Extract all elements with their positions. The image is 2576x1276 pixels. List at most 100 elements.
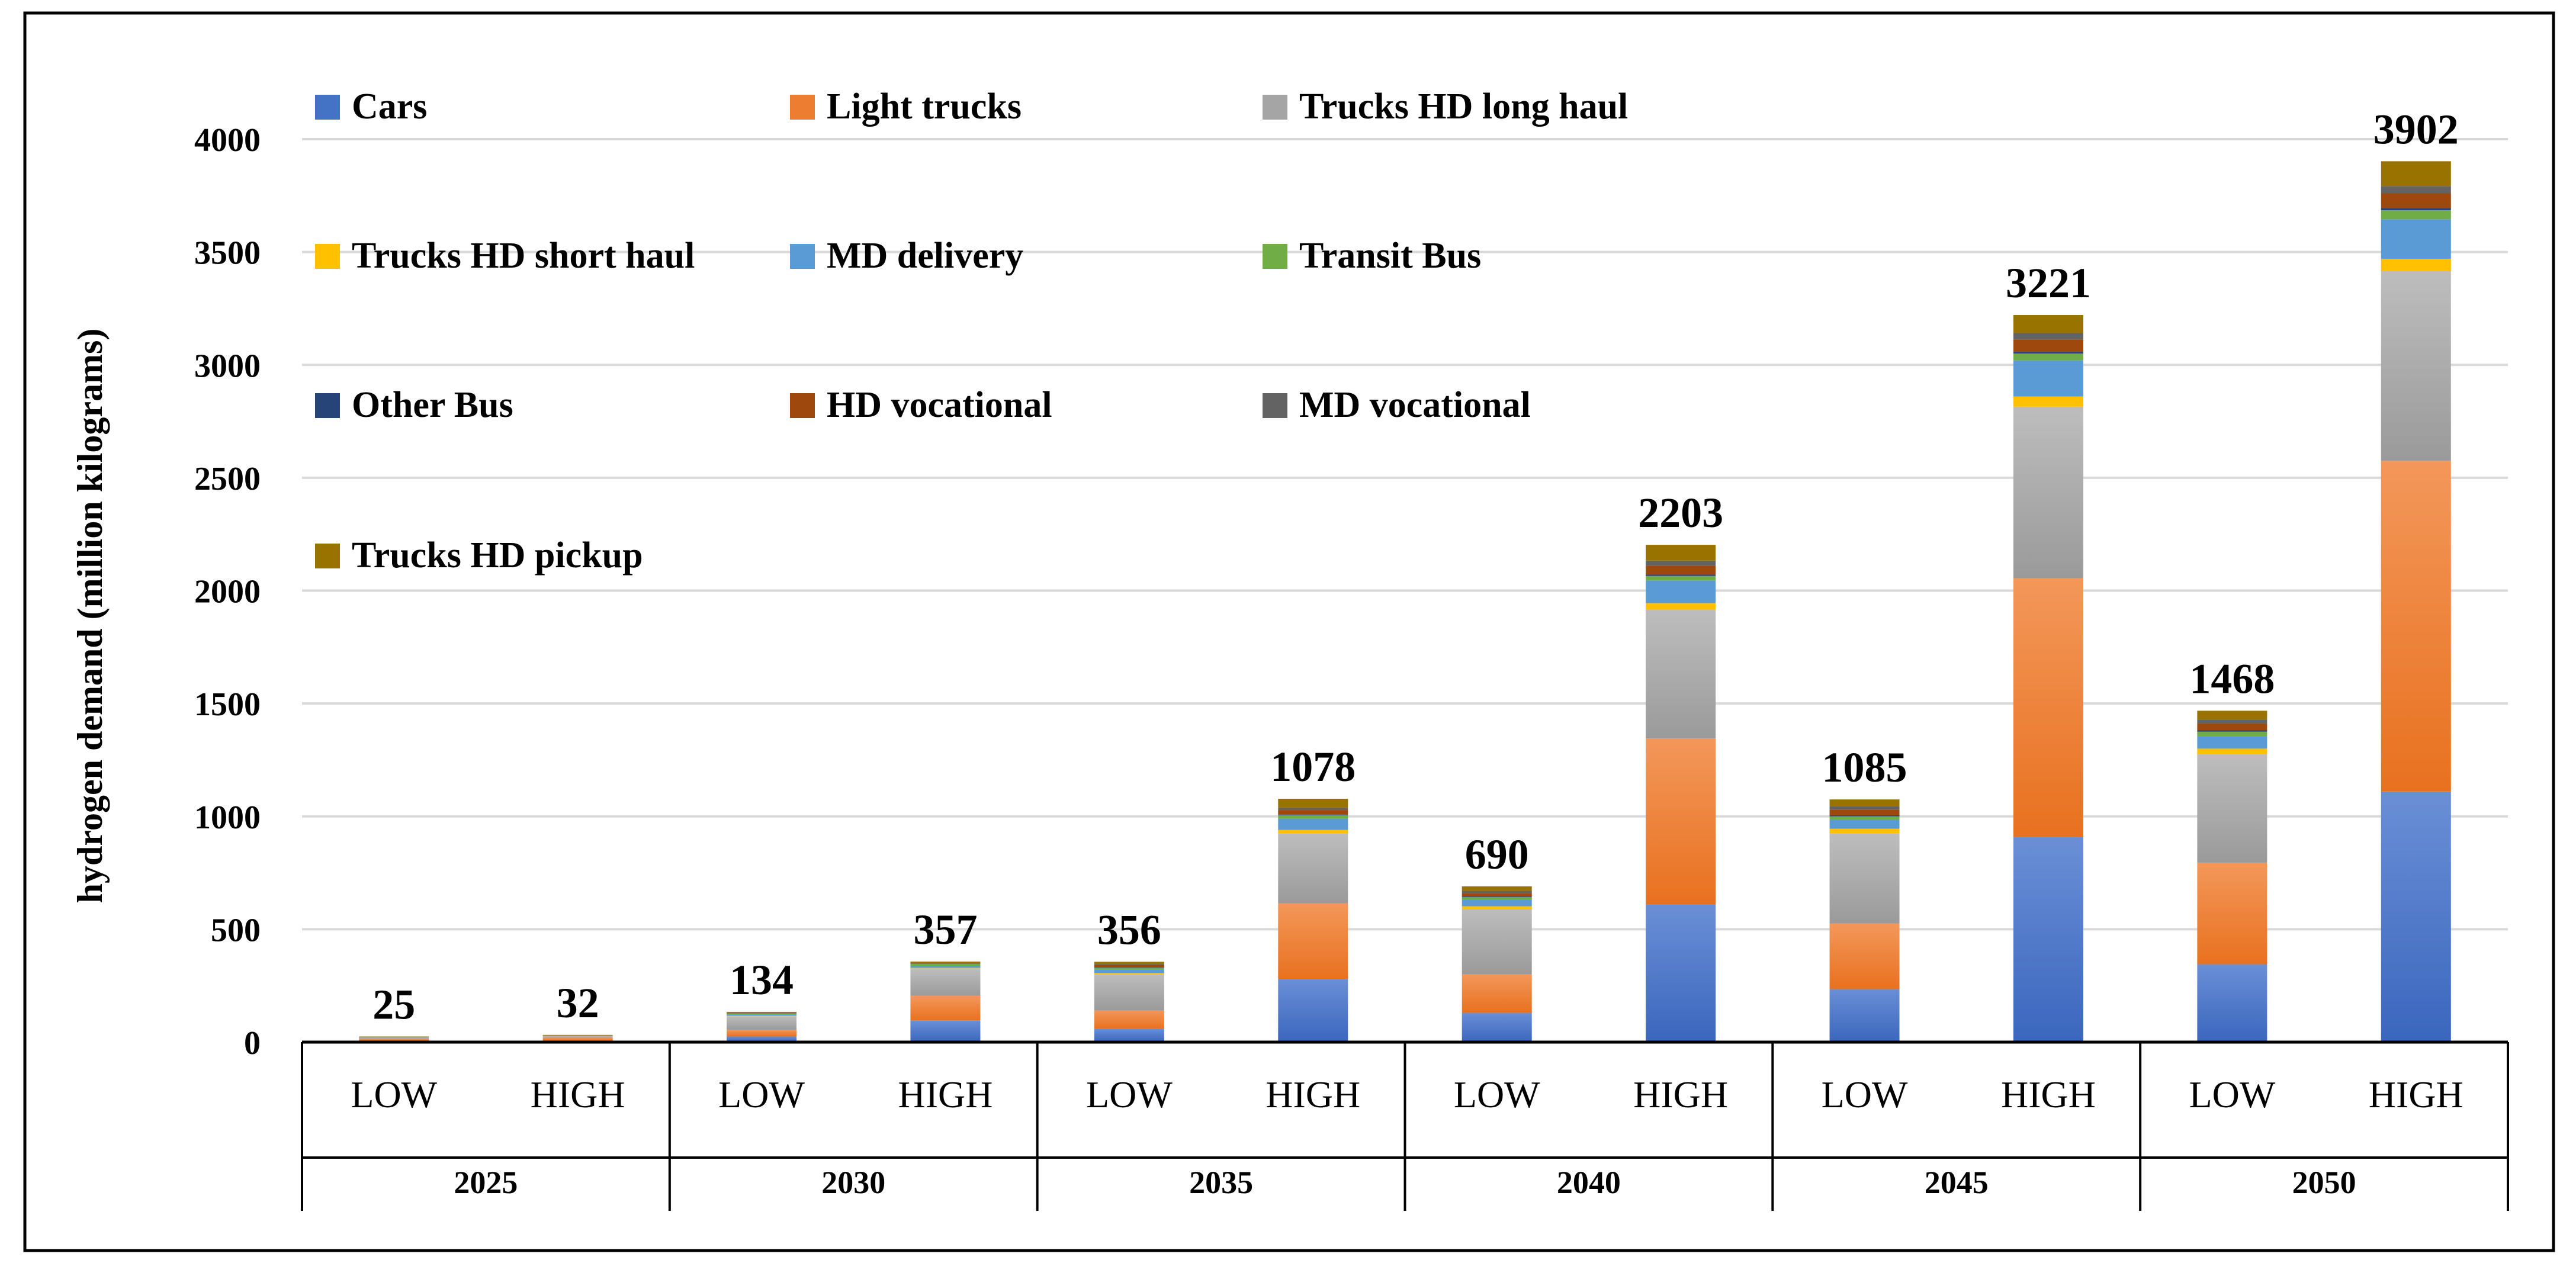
bar-segment-md-vocational — [1094, 964, 1164, 965]
bar-segment-hd-vocational — [1094, 965, 1164, 968]
x-year-label: 2035 — [1189, 1165, 1253, 1200]
bar-segment-hd-vocational — [2197, 724, 2267, 731]
bar-segment-light-trucks — [1278, 903, 1348, 979]
bar-segment-trucks-hd-pickup — [1094, 962, 1164, 965]
bar-segment-cars — [1278, 979, 1348, 1042]
bar-segment-trucks-hd-long-haul — [910, 969, 981, 996]
bar-segment-trucks-hd-short-haul — [2197, 748, 2267, 754]
bar-segment-trucks-hd-short-haul — [2381, 259, 2451, 272]
x-year-label: 2040 — [1557, 1165, 1621, 1200]
bar-segment-light-trucks — [2381, 461, 2451, 792]
bar-segment-hd-vocational — [1462, 893, 1532, 897]
bar-segment-light-trucks — [1646, 738, 1716, 905]
bar-segment-md-vocational — [2197, 719, 2267, 724]
bar-segment-trucks-hd-long-haul — [1094, 974, 1164, 1011]
legend-label: Trucks HD short haul — [352, 236, 695, 276]
y-tick-label: 1500 — [194, 686, 261, 723]
legend-label: Transit Bus — [1299, 236, 1481, 276]
legend-label: Trucks HD long haul — [1299, 86, 1628, 127]
y-tick-label: 500 — [211, 912, 261, 949]
bar-segment-trucks-hd-short-haul — [2013, 396, 2083, 407]
y-axis-label: hydrogen demand (million kilograms) — [70, 329, 110, 904]
total-label: 25 — [372, 981, 415, 1028]
bar-segment-other-bus — [2381, 208, 2451, 211]
x-scenario-label: HIGH — [898, 1073, 993, 1116]
total-label: 1085 — [1822, 744, 1907, 791]
x-scenario-label: LOW — [718, 1073, 805, 1116]
bar-segment-trucks-hd-short-haul — [1646, 603, 1716, 610]
total-label: 2203 — [1638, 489, 1723, 536]
legend-label: MD delivery — [827, 236, 1023, 276]
legend-swatch — [315, 95, 340, 120]
bar-segment-hd-vocational — [2013, 339, 2083, 352]
bar-segment-trucks-hd-pickup — [727, 1011, 797, 1013]
bar-segment-md-vocational — [2381, 186, 2451, 194]
bar-segment-other-bus — [727, 1013, 797, 1014]
bar-segment-transit-bus — [2381, 210, 2451, 220]
bar-segment-trucks-hd-long-haul — [2381, 271, 2451, 461]
bar-segment-light-trucks — [1462, 974, 1532, 1013]
bar-segment-trucks-hd-short-haul — [1829, 828, 1900, 834]
bar-segment-md-delivery — [359, 1037, 429, 1038]
bar-segment-trucks-hd-short-haul — [1094, 973, 1164, 975]
bar-segment-light-trucks — [359, 1039, 429, 1042]
bar-segment-trucks-hd-pickup — [359, 1036, 429, 1037]
bar-segment-light-trucks — [2197, 862, 2267, 965]
bar-segment-hd-vocational — [542, 1035, 613, 1036]
bar-segment-hd-vocational — [2381, 193, 2451, 208]
bar-segment-hd-vocational — [1646, 565, 1716, 575]
bar-segment-trucks-hd-long-haul — [1278, 833, 1348, 904]
bar-segment-cars — [910, 1020, 981, 1042]
bar-segment-other-bus — [1646, 574, 1716, 576]
bar-segment-cars — [1829, 989, 1900, 1042]
bars — [359, 161, 2451, 1042]
bar-segment-trucks-hd-short-haul — [1462, 906, 1532, 909]
y-tick-label: 3000 — [194, 348, 261, 384]
bar-segment-cars — [2197, 964, 2267, 1042]
bar-segment-light-trucks — [727, 1030, 797, 1037]
bar-segment-md-delivery — [1278, 818, 1348, 830]
x-scenario-label: LOW — [2189, 1073, 2276, 1116]
axes — [301, 1040, 2509, 1211]
bar-segment-cars — [1094, 1028, 1164, 1042]
total-label: 1078 — [1270, 743, 1356, 790]
x-year-label: 2045 — [1925, 1165, 1989, 1200]
total-labels: 25 32 134 357 356 1078 690 2203 1085 3221 1468 3902 — [372, 105, 2459, 1028]
x-scenario-label: HIGH — [1265, 1073, 1360, 1116]
bar-segment-trucks-hd-long-haul — [727, 1016, 797, 1030]
legend-swatch — [790, 244, 815, 269]
total-label: 134 — [730, 956, 794, 1004]
total-label: 3902 — [2373, 105, 2459, 153]
legend-swatch — [315, 544, 340, 568]
bar-segment-md-delivery — [1829, 819, 1900, 829]
bar-segment-md-delivery — [2013, 360, 2083, 397]
bar-segment-trucks-hd-long-haul — [542, 1036, 613, 1038]
legend-label: Trucks HD pickup — [352, 535, 643, 576]
bar-segment-transit-bus — [1462, 897, 1532, 900]
total-label: 3221 — [2006, 259, 2091, 307]
bar-segment-md-vocational — [1829, 806, 1900, 810]
legend-label: Other Bus — [352, 385, 513, 425]
bar-segment-transit-bus — [910, 963, 981, 966]
bar-segment-md-delivery — [1462, 899, 1532, 907]
bar-segment-md-delivery — [2381, 219, 2451, 259]
legend-swatch — [1263, 393, 1287, 418]
bar-segment-transit-bus — [1094, 968, 1164, 970]
bar-segment-light-trucks — [910, 995, 981, 1021]
bar-segment-trucks-hd-pickup — [1829, 799, 1900, 806]
x-scenario-label: HIGH — [2001, 1073, 2096, 1116]
bar-segment-other-bus — [2197, 730, 2267, 732]
bar-segment-md-vocational — [910, 962, 981, 963]
legend-swatch — [315, 393, 340, 418]
legend-swatch — [790, 95, 815, 120]
bar-segment-transit-bus — [727, 1013, 797, 1015]
bar-segment-transit-bus — [1646, 576, 1716, 581]
bar-segment-trucks-hd-long-haul — [2197, 754, 2267, 863]
bar-segment-light-trucks — [542, 1037, 613, 1041]
bar-segment-trucks-hd-pickup — [1462, 886, 1532, 891]
bar-segment-hd-vocational — [1829, 809, 1900, 815]
bar-segment-trucks-hd-pickup — [1278, 799, 1348, 808]
y-tick-label: 1000 — [194, 799, 261, 836]
legend-swatch — [1263, 95, 1287, 120]
